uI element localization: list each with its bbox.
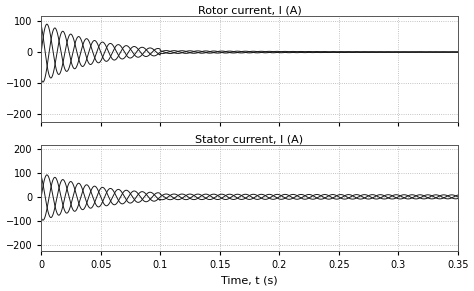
Title: Stator current, I (A): Stator current, I (A) <box>195 134 303 144</box>
Title: Rotor current, I (A): Rotor current, I (A) <box>198 6 301 15</box>
X-axis label: Time, t (s): Time, t (s) <box>221 276 278 285</box>
